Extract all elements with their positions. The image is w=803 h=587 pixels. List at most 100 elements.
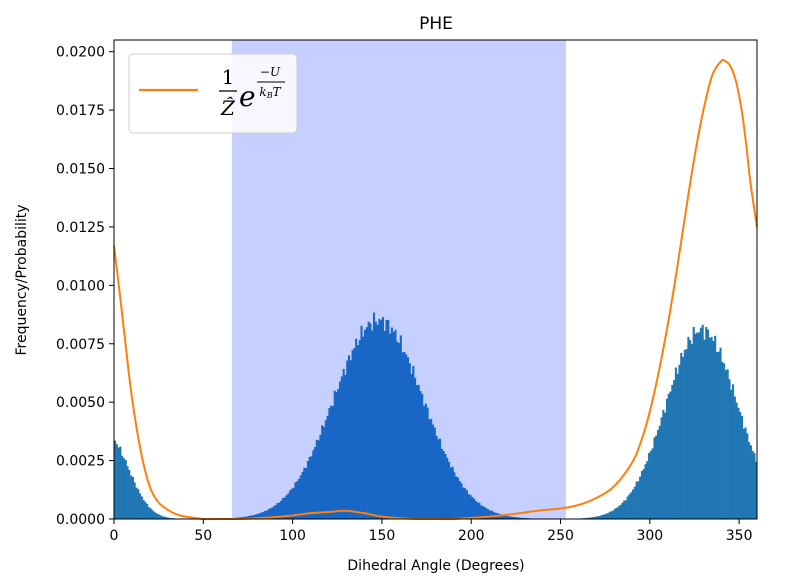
histogram-bar [712,340,715,519]
histogram-bar [280,500,283,519]
histogram-bar [455,476,458,519]
histogram-bar [662,409,665,519]
histogram-bar [665,398,668,519]
histogram-bar [646,461,649,519]
histogram-bar [321,425,324,519]
histogram-bar [656,429,660,519]
histogram-bar [689,340,692,519]
legend-exp-den: kBT [259,85,281,100]
legend-exp-den-k: k [259,85,266,99]
histogram-bar [124,460,127,519]
histogram-bar [133,482,136,519]
histogram-bar [598,516,601,519]
histogram-bar [353,348,356,519]
histogram-bar [687,336,690,519]
histogram-bar [403,351,406,519]
histogram-bar [640,470,643,519]
histogram-bar [114,440,117,519]
histogram-bar [606,513,610,519]
histogram-bar [692,327,695,519]
histogram-bar [448,461,451,519]
histogram-bar [271,507,274,519]
histogram-bar [315,439,318,519]
histogram-bar [621,502,624,519]
histogram-bar [115,444,118,519]
chart-title: PHE [419,14,453,34]
histogram-bar [269,508,272,519]
histogram-bar [660,417,663,519]
histogram-bar [614,508,617,519]
y-tick-label: 0.0200 [56,45,105,61]
histogram-bar [399,335,402,519]
histogram-bar [256,513,259,519]
histogram-bar [737,407,740,519]
histogram-bar [690,343,693,519]
histogram-bar [337,388,340,519]
histogram-bar [164,516,167,519]
histogram-bar [710,337,713,519]
histogram-bar [464,488,467,519]
histogram-bar [649,450,652,519]
legend-exp-den-sub: B [266,91,273,100]
histogram-bar [319,434,322,519]
histogram-bar [642,469,645,519]
histogram-bar [405,354,408,519]
histogram-bar [165,517,168,519]
histogram-bar [471,497,474,519]
histogram-bar [430,418,433,519]
histogram-bar [639,476,642,519]
histogram-bar [412,365,415,519]
histogram-bar [449,467,452,519]
histogram-bar [465,490,468,519]
histogram-bar [292,487,295,519]
histogram-bar [297,478,301,519]
histogram-bar [706,329,710,519]
histogram-bar [714,335,717,519]
histogram-bar [644,464,647,519]
histogram-bar [299,475,302,519]
histogram-bar [615,507,618,519]
histogram-bar [149,508,152,519]
histogram-bar [340,376,343,519]
histogram-bar [489,510,492,519]
histogram-bar [740,415,744,519]
histogram-bar [155,512,158,519]
histogram-bar [324,420,327,519]
histogram-bar [330,405,333,519]
histogram-bar [453,472,456,519]
x-axis-label: Dihedral Angle (Degrees) [347,558,524,574]
legend: 1 Ẑ e −U kBT [128,53,298,134]
histogram-bar [255,514,258,519]
y-tick-label: 0.0000 [56,512,105,528]
histogram-bar [733,396,736,519]
x-tick-label: 50 [194,528,212,544]
histogram-bar [342,368,345,519]
histogram-bar [431,424,435,519]
histogram-bar [408,363,411,519]
y-tick-label: 0.0150 [56,162,105,178]
histogram-bar [253,515,256,519]
histogram-bar [169,517,172,519]
histogram-bar [446,457,449,519]
histogram-bar [135,487,138,519]
histogram-bar [503,515,506,519]
histogram-bar [664,412,667,519]
histogram-bar [326,415,329,519]
histogram-bar [435,435,438,519]
histogram-bar [422,405,426,519]
histogram-bar [276,502,279,519]
x-tick-label: 100 [279,528,306,544]
histogram-bar [469,494,472,519]
histogram-bar [317,440,320,519]
histogram-bar [339,381,342,519]
histogram-bar [397,343,401,519]
histogram-bar [633,486,636,519]
histogram-bar [296,481,299,519]
histogram-bar [514,517,517,519]
histogram-bar [274,505,277,519]
histogram-bar [322,426,326,519]
histogram-bar [476,502,479,519]
histogram-bar [480,505,483,519]
x-tick-label: 200 [458,528,485,544]
histogram-bar [308,456,311,519]
